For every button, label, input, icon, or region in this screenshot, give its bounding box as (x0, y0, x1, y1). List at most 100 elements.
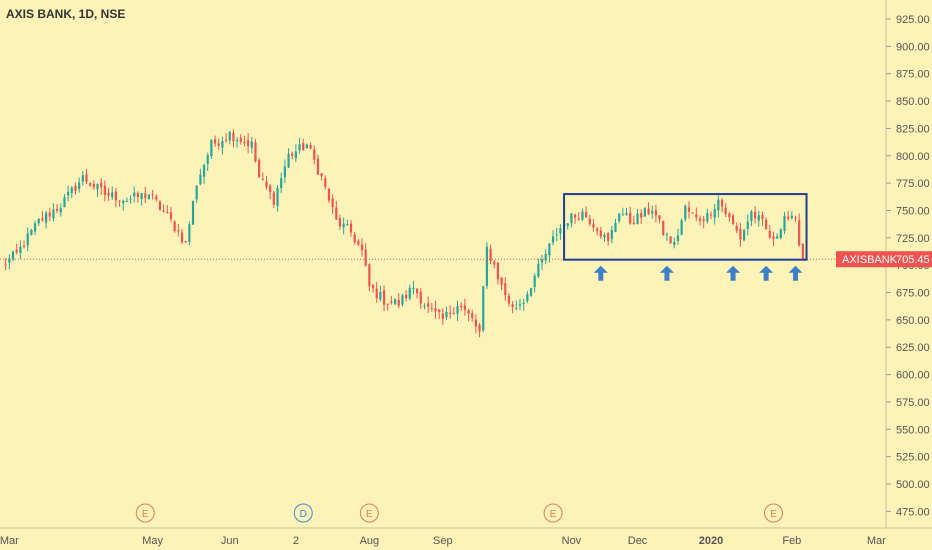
candle-body (698, 218, 702, 221)
candle (103, 180, 106, 202)
candle-body (247, 140, 250, 147)
candle (213, 135, 217, 147)
candle-body (507, 295, 511, 304)
candle-body (100, 182, 103, 188)
candle-body (342, 223, 345, 228)
candle (507, 293, 511, 307)
candle (8, 254, 11, 270)
candle (162, 204, 165, 213)
candle (750, 209, 753, 227)
candle-body (588, 218, 591, 225)
candle (239, 134, 242, 145)
candle (298, 137, 301, 154)
earnings-marker[interactable]: E (543, 503, 563, 523)
candle (379, 285, 382, 302)
candle (195, 185, 198, 204)
candle (706, 208, 709, 224)
candle (588, 214, 591, 227)
price-tick-label: 650.00 (896, 315, 930, 327)
candle-body (478, 324, 481, 332)
time-tick-label: Mar (0, 535, 19, 547)
candle-body (283, 166, 286, 178)
candle-body (643, 208, 646, 217)
candle-body (720, 200, 724, 207)
candle-body (133, 192, 136, 197)
candle-body (335, 207, 338, 220)
time-tick-label: 2 (293, 535, 299, 547)
earnings-marker[interactable]: E (359, 503, 379, 523)
candle (555, 227, 558, 242)
candle-body (404, 294, 408, 299)
candle (269, 183, 272, 200)
candle (78, 177, 81, 193)
candle (155, 194, 158, 202)
earnings-marker[interactable]: E (135, 503, 155, 523)
candle (368, 263, 371, 292)
candle (651, 205, 654, 219)
candle (265, 175, 268, 190)
event-circle (293, 503, 313, 523)
time-axis[interactable]: Mar May Jun 2 Aug Sep Nov Dec 2020 Feb Mar (0, 527, 932, 547)
candle (478, 322, 481, 338)
candle (731, 213, 735, 226)
candle-body (430, 308, 433, 310)
candle-body (673, 241, 676, 246)
candle (335, 200, 338, 220)
candle-body (662, 220, 665, 236)
candle (331, 194, 334, 214)
candle-body (261, 178, 264, 180)
candle-body (482, 286, 485, 331)
candle-body (654, 210, 658, 216)
candle-body (540, 259, 544, 263)
candle (416, 287, 419, 299)
candle (30, 228, 33, 236)
candle-body (331, 198, 334, 208)
candle (191, 200, 195, 225)
candle-body (735, 226, 738, 231)
candle (489, 244, 492, 265)
candle (364, 243, 367, 267)
chart-title: AXIS BANK, 1D, NSE (6, 7, 125, 21)
candle (713, 203, 716, 225)
time-tick-label: Jun (221, 535, 239, 547)
candle (687, 201, 691, 219)
consolidation-box[interactable] (563, 193, 808, 261)
price-tick-label: 475.00 (896, 506, 930, 518)
candle-body (96, 184, 99, 190)
candle-body (386, 303, 389, 305)
candle-body (790, 215, 793, 219)
price-axis[interactable]: 925.00 900.00 875.00 850.00 825.00 800.00 775.… (836, 0, 932, 528)
candle (133, 186, 136, 203)
candle-body (313, 149, 316, 161)
candle-body (224, 139, 228, 141)
time-tick-label: Sep (433, 535, 453, 547)
candle-body (155, 196, 158, 200)
candle-body (518, 304, 522, 306)
candle-body (676, 235, 680, 241)
candle (783, 211, 786, 235)
candle-body (423, 305, 426, 307)
candle (401, 293, 404, 307)
earnings-marker[interactable]: E (763, 503, 783, 523)
candle-body (379, 292, 382, 300)
candle (125, 197, 129, 202)
candle (390, 295, 393, 305)
candle (456, 300, 459, 321)
candle-body (11, 251, 15, 260)
support-arrow-icon (659, 265, 674, 281)
candle (669, 236, 672, 244)
candle-body (753, 211, 757, 219)
candle (658, 215, 661, 224)
candle (720, 197, 724, 213)
candle (665, 232, 669, 241)
candle-body (202, 165, 206, 177)
candle (261, 172, 264, 181)
support-arrow-icon (726, 265, 741, 281)
candle-body (629, 212, 632, 224)
dividend-marker[interactable]: D (293, 503, 313, 523)
candle-body (783, 215, 786, 232)
candle-body (114, 191, 117, 201)
candle-body (272, 192, 275, 205)
candle (184, 240, 187, 244)
